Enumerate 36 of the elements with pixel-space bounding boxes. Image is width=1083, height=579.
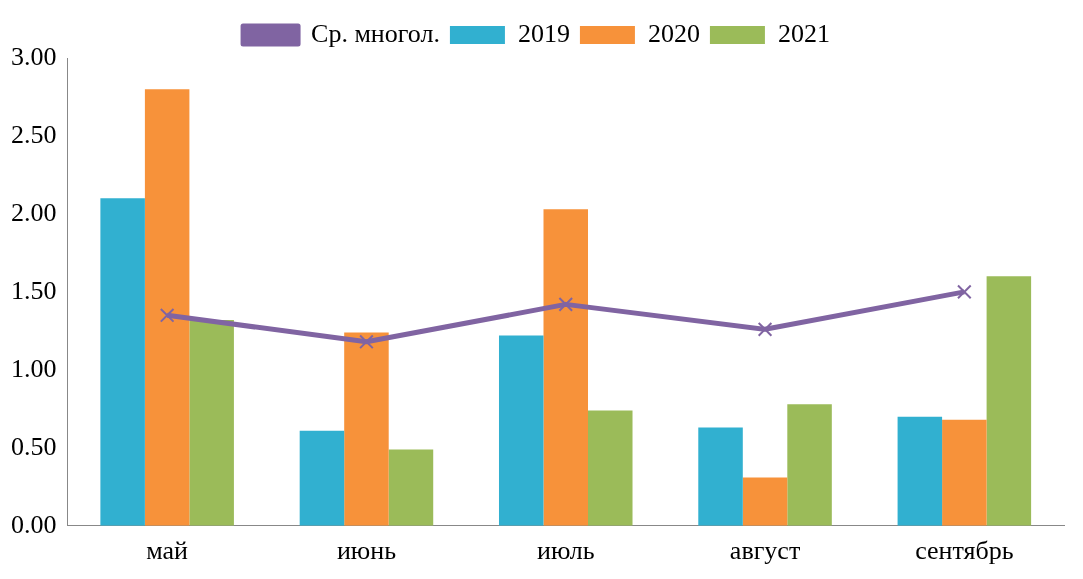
- y-tick-label: 0.50: [11, 431, 57, 461]
- point: [159, 307, 175, 323]
- bar: [742, 477, 788, 526]
- point: [757, 321, 773, 337]
- bar: [543, 209, 589, 526]
- point: [558, 297, 574, 312]
- bar: [588, 410, 633, 526]
- legend-label: Ср. многол.: [311, 18, 440, 48]
- x-tick-label: сентябрь: [915, 536, 1014, 566]
- bar: [897, 416, 943, 526]
- y-tick-label: 2.00: [11, 197, 57, 227]
- y-tick-label: 0.00: [11, 509, 57, 539]
- y-tick-label: 3.00: [11, 41, 57, 71]
- bar: [144, 89, 190, 526]
- legend-label: 2019: [517, 18, 570, 48]
- y-tick-label: 1.00: [11, 353, 57, 383]
- bar: [189, 319, 234, 526]
- bar: [100, 198, 145, 526]
- y-tick-label: 1.50: [11, 275, 57, 305]
- legend-label: 2020: [647, 18, 700, 48]
- bar: [942, 419, 987, 526]
- bar: [498, 335, 544, 526]
- bar: [698, 427, 743, 526]
- point: [956, 284, 972, 300]
- x-tick-label: май: [146, 536, 189, 566]
- bar: [299, 430, 345, 526]
- bar: [388, 449, 434, 526]
- point: [359, 334, 374, 350]
- x-tick-label: июль: [536, 536, 595, 566]
- y-tick-label: 2.50: [11, 119, 57, 149]
- legend-label: 2021: [777, 18, 830, 48]
- bar: [986, 276, 1032, 526]
- bar: [787, 404, 832, 526]
- bar: [344, 332, 389, 526]
- x-tick-label: август: [729, 536, 801, 566]
- x-tick-label: июнь: [336, 536, 397, 566]
